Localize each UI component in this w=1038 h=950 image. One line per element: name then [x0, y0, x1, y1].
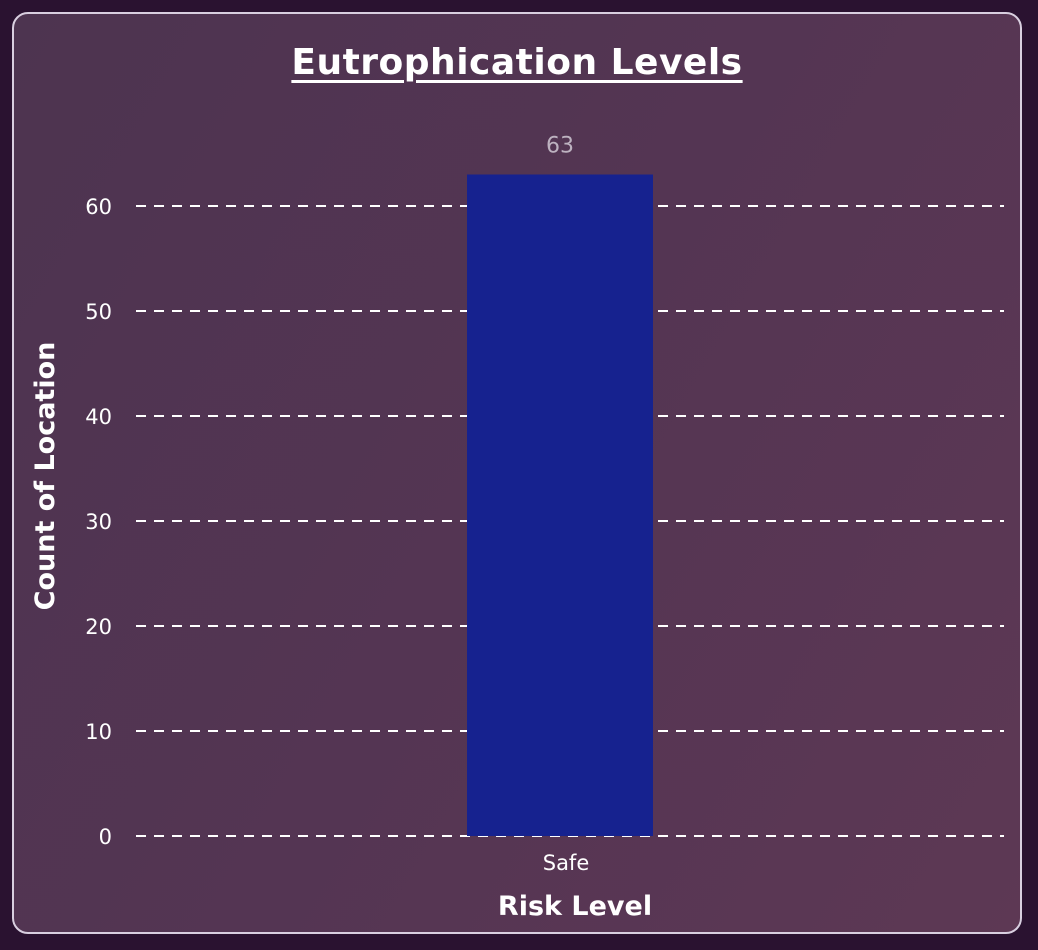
bar-safe[interactable] — [467, 174, 653, 837]
y-tick-label: 60 — [85, 195, 112, 219]
y-tick-label: 20 — [85, 615, 112, 639]
y-tick-label: 0 — [99, 825, 112, 849]
x-tick-label: Safe — [543, 851, 590, 875]
data-label: 63 — [546, 134, 574, 159]
x-axis-title: Risk Level — [498, 891, 652, 922]
y-tick-label: 10 — [85, 720, 112, 744]
y-tick-label: 40 — [85, 405, 112, 429]
chart-title: Eutrophication Levels — [291, 42, 743, 83]
y-axis-title: Count of Location — [30, 342, 61, 611]
bars — [467, 174, 653, 837]
chart-card: Eutrophication Levels 0 10 20 30 40 50 60 63 Saf… — [12, 12, 1022, 934]
labels: 0 10 20 30 40 50 60 63 Safe — [85, 134, 589, 876]
bar-chart: 0 10 20 30 40 50 60 63 Safe Count of Location Ri… — [30, 134, 1004, 922]
y-tick-label: 50 — [85, 300, 112, 324]
y-tick-label: 30 — [85, 510, 112, 534]
